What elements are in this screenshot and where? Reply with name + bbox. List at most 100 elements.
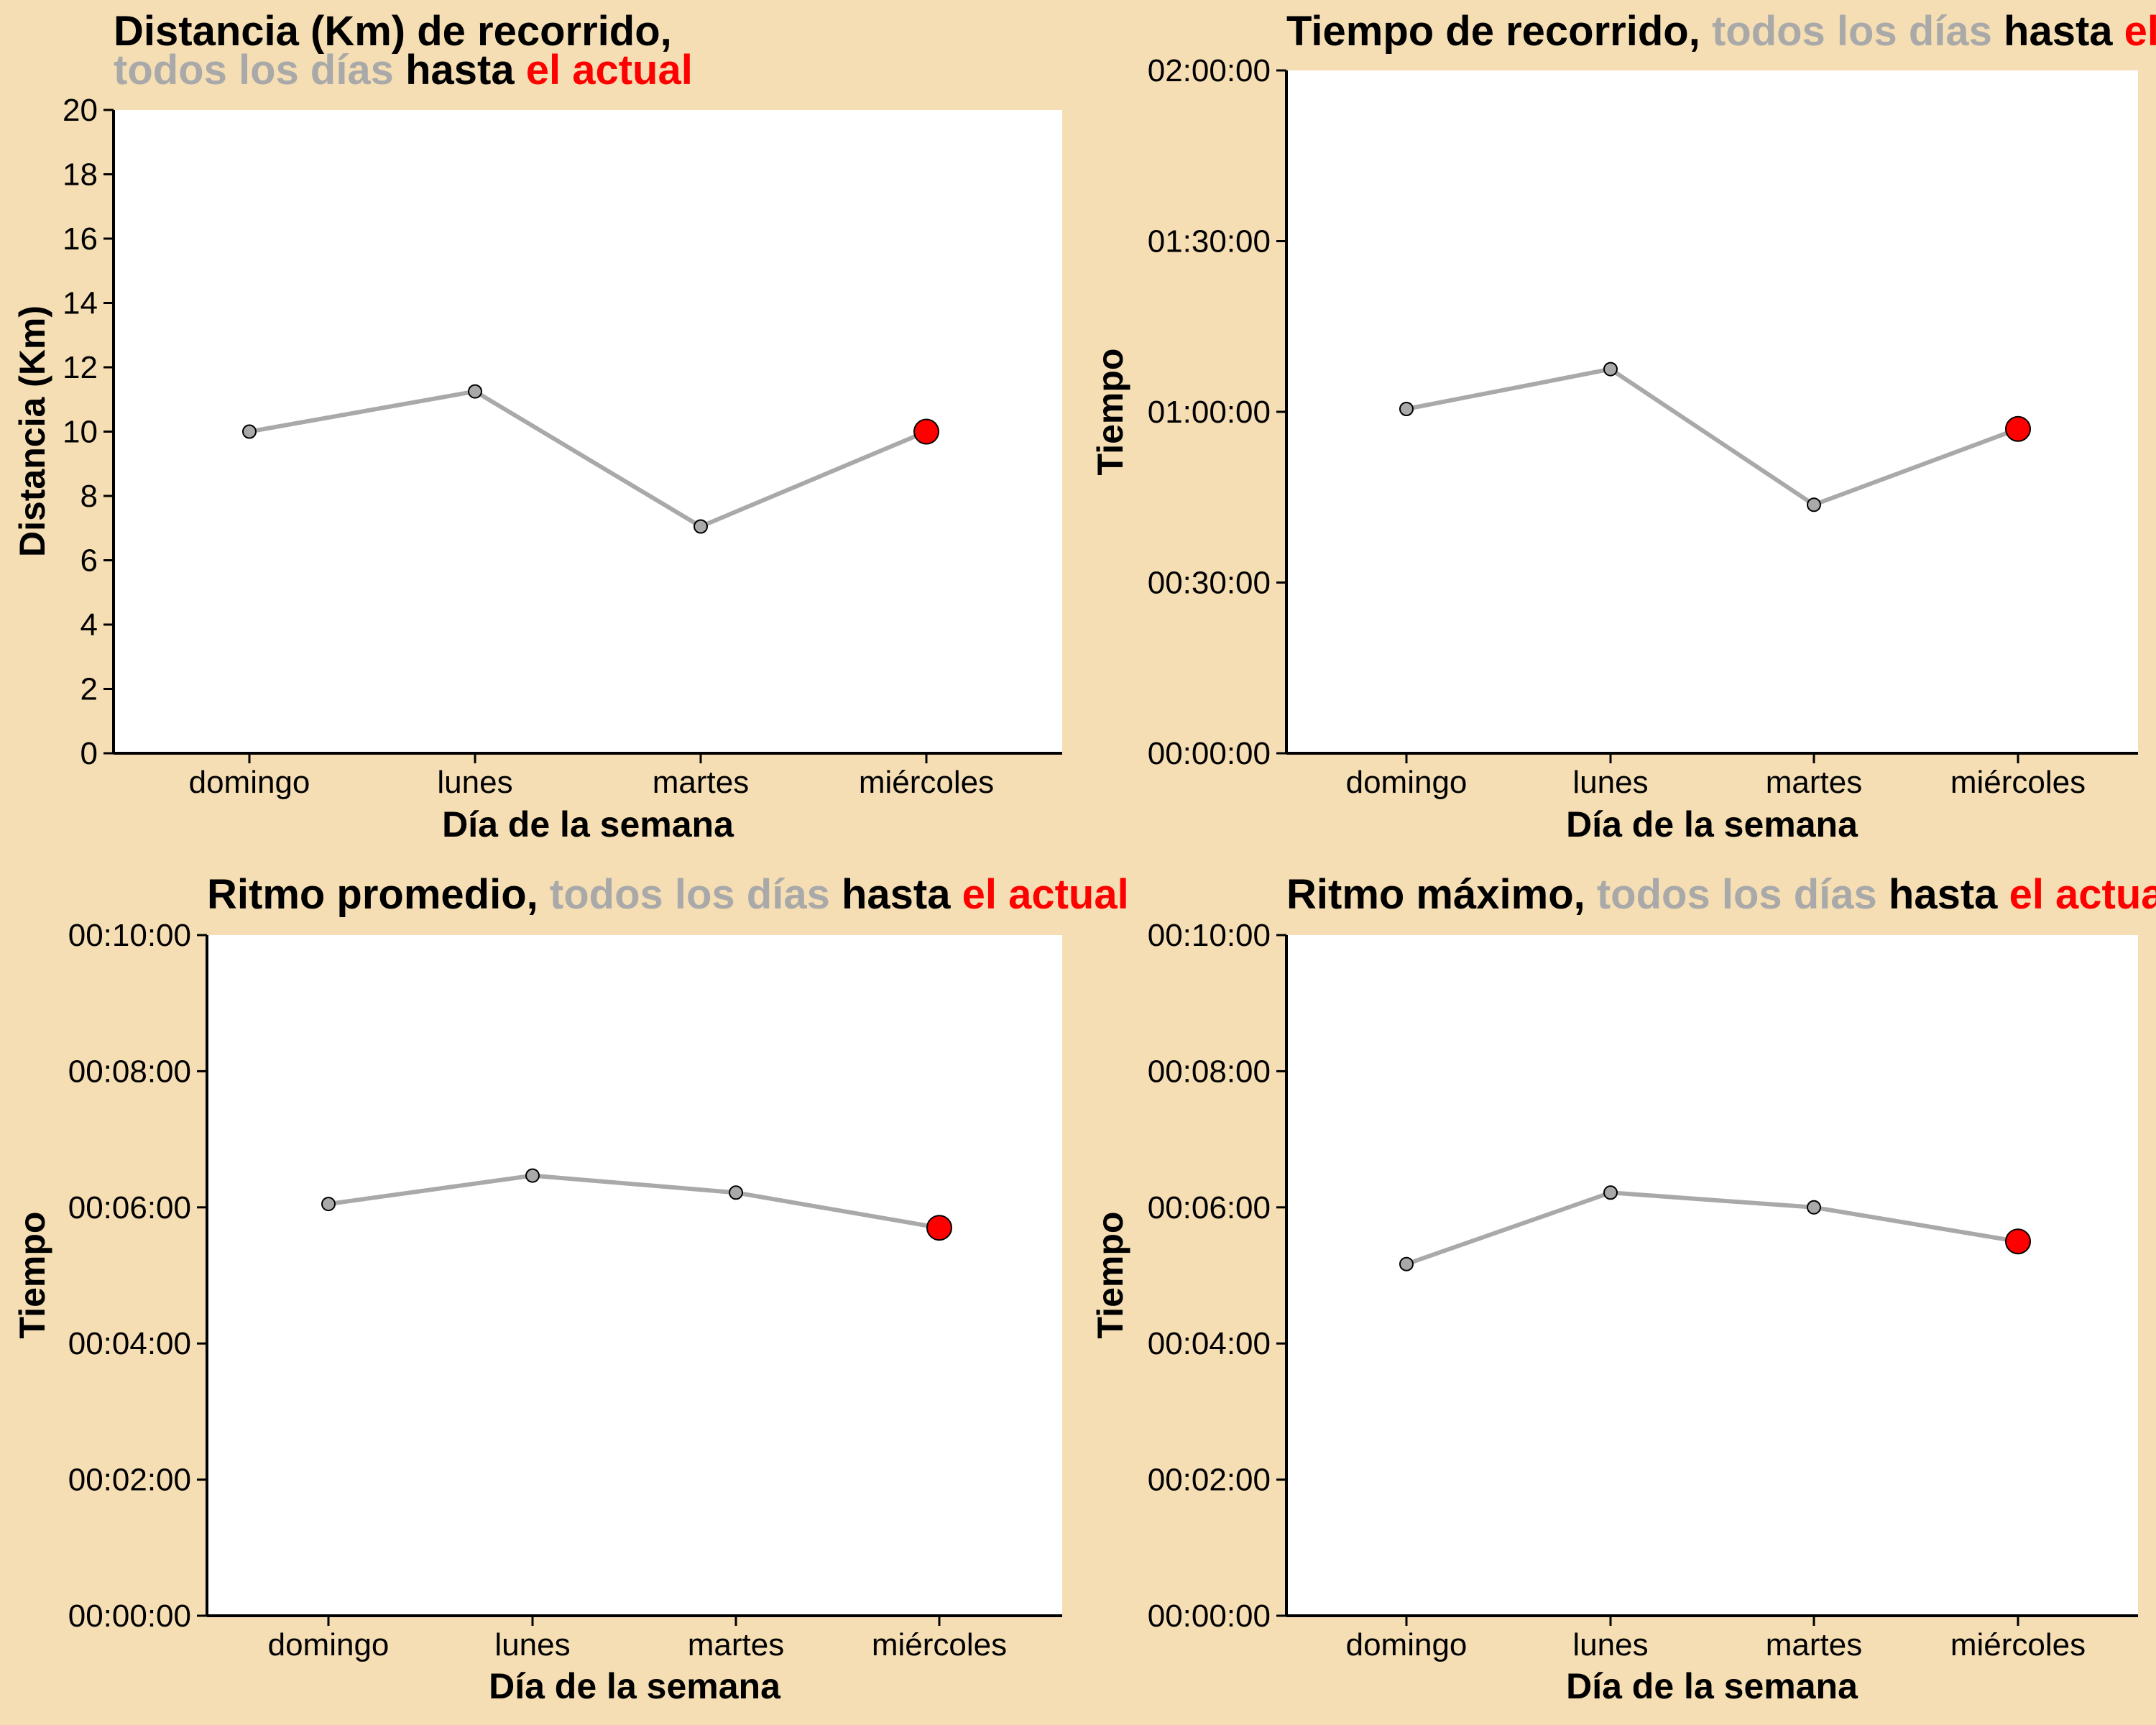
x-axis-title: Día de la semana	[442, 804, 734, 845]
data-point	[1399, 402, 1414, 416]
y-axis-title: Tiempo	[1090, 1212, 1130, 1339]
y-tick-label: 00:04:00	[1148, 1326, 1271, 1361]
x-axis-title: Día de la semana	[489, 1666, 781, 1706]
y-tick-label: 10	[63, 415, 98, 450]
x-tick-label: domingo	[268, 1627, 390, 1662]
data-point-current	[2005, 415, 2031, 442]
chart-marks: 0 2 4 6 8 10 12 14 16 18 20 domingo lunes martes miérc…	[63, 93, 1062, 800]
plot-area	[207, 935, 1062, 1616]
data-point	[1603, 1185, 1618, 1200]
series-line	[1406, 367, 2019, 507]
x-tick-label: domingo	[1346, 765, 1468, 800]
y-tick-label: 6	[80, 543, 98, 579]
title-area: Ritmo máximo, todos los días hasta el ac…	[1286, 871, 2156, 918]
y-tick-label: 16	[63, 221, 98, 257]
x-tick-label: lunes	[1572, 765, 1648, 800]
title-segment: Ritmo máximo,	[1286, 871, 1597, 918]
chart-title: Ritmo promedio, todos los días hasta el …	[207, 871, 1129, 918]
title-segment: hasta	[830, 871, 962, 918]
data-point	[729, 1185, 743, 1200]
y-axis-title: Tiempo	[1090, 349, 1130, 476]
title-segment: Ritmo promedio,	[207, 871, 550, 918]
x-axis-title: Día de la semana	[1566, 1666, 1858, 1706]
data-point	[468, 384, 482, 399]
data-point	[1807, 1200, 1821, 1215]
y-tick-label: 00:02:00	[68, 1463, 191, 1498]
y-tick-label: 00:00:00	[1148, 736, 1271, 771]
x-tick-label: lunes	[494, 1627, 570, 1662]
chart-subtitle: todos los días hasta el actual	[114, 47, 693, 93]
x-tick-label: lunes	[1572, 1627, 1648, 1662]
y-tick-label: 00:06:00	[1148, 1190, 1271, 1225]
chart-panel-ritmo-maximo: Ritmo máximo, todos los días hasta el ac…	[1090, 871, 2156, 1706]
title-segment: todos los días	[550, 871, 830, 918]
y-tick-label: 14	[63, 286, 98, 321]
data-point-current	[913, 418, 939, 445]
x-tick-label: lunes	[437, 765, 512, 800]
data-point	[242, 424, 257, 439]
chart-panel-ritmo-promedio: Ritmo promedio, todos los días hasta el …	[12, 871, 1129, 1706]
y-tick-label: 00:06:00	[68, 1190, 191, 1225]
y-tick-label: 00:02:00	[1148, 1463, 1271, 1498]
y-tick-label: 00:30:00	[1148, 566, 1271, 601]
chart-marks: 00:00:00 00:02:00 00:04:00 00:06:00 00:08:00…	[1148, 918, 2138, 1662]
title-segment: hasta	[1992, 8, 2124, 55]
title-area: Ritmo promedio, todos los días hasta el …	[207, 871, 1129, 918]
chart-title: Distancia (Km) de recorrido,	[114, 8, 672, 55]
y-tick-label: 01:00:00	[1148, 395, 1271, 430]
title-segment: Distancia (Km) de recorrido,	[114, 8, 672, 55]
data-point-current	[926, 1215, 952, 1241]
data-point	[1807, 497, 1821, 512]
x-tick-label: martes	[653, 765, 749, 800]
chart-marks: 00:00:00 00:02:00 00:04:00 00:06:00 00:08:00…	[68, 918, 1062, 1662]
chart-panel-tiempo-recorrido: Tiempo de recorrido, todos los días hast…	[1090, 8, 2156, 845]
y-tick-label: 12	[63, 350, 98, 385]
y-tick-label: 00:10:00	[1148, 918, 1271, 953]
data-point-current	[2005, 1228, 2031, 1255]
chart-marks: 00:00:00 00:30:00 01:00:00 01:30:00 02:00:00…	[1148, 53, 2138, 800]
data-point	[1399, 1256, 1414, 1271]
series-line	[249, 389, 928, 529]
y-tick-label: 0	[80, 736, 98, 771]
x-tick-label: martes	[688, 1627, 784, 1662]
title-segment: todos los días	[1712, 8, 1992, 55]
title-segment: todos los días	[114, 47, 394, 93]
series-line	[328, 1173, 940, 1230]
x-tick-label: miércoles	[872, 1627, 1007, 1662]
x-tick-label: miércoles	[859, 765, 994, 800]
y-tick-label: 01:30:00	[1148, 224, 1271, 259]
y-tick-label: 00:08:00	[1148, 1054, 1271, 1089]
y-axis-title: Tiempo	[12, 1212, 52, 1339]
plot-area	[114, 110, 1062, 753]
x-tick-label: martes	[1766, 765, 1862, 800]
plot-area	[1286, 70, 2138, 753]
x-tick-label: martes	[1766, 1627, 1862, 1662]
y-tick-label: 00:00:00	[1148, 1598, 1271, 1634]
x-tick-label: domingo	[1346, 1627, 1468, 1662]
y-tick-label: 00:10:00	[68, 918, 191, 953]
title-segment: hasta	[394, 47, 526, 93]
title-segment: el actual	[962, 871, 1129, 918]
y-tick-label: 18	[63, 157, 98, 193]
title-segment: el actual	[2009, 871, 2156, 918]
data-point	[525, 1168, 540, 1183]
title-segment: todos los días	[1597, 871, 1877, 918]
data-point	[1603, 362, 1618, 377]
y-tick-label: 00:08:00	[68, 1054, 191, 1089]
title-segment: el actual	[526, 47, 693, 93]
y-tick-label: 2	[80, 672, 98, 707]
x-tick-label: miércoles	[1950, 765, 2086, 800]
chart-title: Tiempo de recorrido, todos los días hast…	[1286, 8, 2156, 55]
chart-panel-distancia: Distancia (Km) de recorrido, todos los d…	[12, 8, 1062, 845]
y-tick-label: 20	[63, 93, 98, 128]
plot-area	[1286, 935, 2138, 1616]
y-tick-label: 8	[80, 479, 98, 514]
title-segment: el actual	[2124, 8, 2156, 55]
y-tick-label: 4	[80, 607, 98, 643]
title-area: Tiempo de recorrido, todos los días hast…	[1286, 8, 2156, 55]
x-tick-label: domingo	[189, 765, 310, 800]
chart-title: Ritmo máximo, todos los días hasta el ac…	[1286, 871, 2156, 918]
y-tick-label: 00:04:00	[68, 1326, 191, 1361]
y-axis-title: Distancia (Km)	[12, 305, 52, 557]
